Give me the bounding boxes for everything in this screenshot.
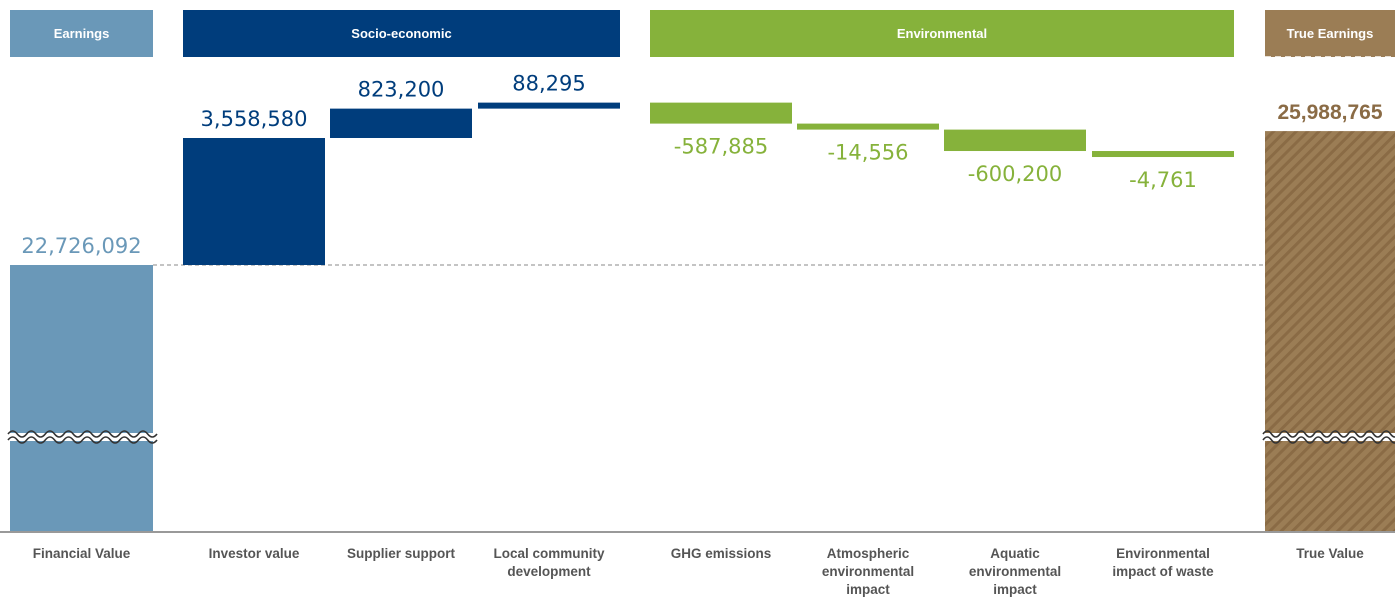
bar-3 <box>478 102 620 109</box>
bar-8 <box>1265 131 1395 531</box>
category-label-5: Atmospheric environmental impact <box>822 546 914 597</box>
value-label-6: -600,200 <box>968 162 1062 186</box>
bar-4 <box>650 102 792 124</box>
axis-break-line-bottom-0 <box>7 436 158 444</box>
header-band-2 <box>650 10 1234 57</box>
category-label-6: Aquatic environmental impact <box>969 546 1061 597</box>
bar-1 <box>183 138 325 265</box>
header-label-1: Socio-economic <box>351 26 451 41</box>
value-label-0: 22,726,092 <box>21 234 141 258</box>
category-label-3: Local community development <box>493 546 605 579</box>
value-label-4: -587,885 <box>674 135 768 159</box>
category-label-0: Financial Value <box>33 546 131 561</box>
header-band-0 <box>10 10 153 57</box>
header-label-2: Environmental <box>897 26 987 41</box>
value-label-7: -4,761 <box>1129 168 1197 192</box>
category-label-7: Environmental impact of waste <box>1112 546 1214 579</box>
axis-break-gap-8 <box>1265 433 1395 441</box>
bar-0 <box>10 265 153 531</box>
bar-5 <box>797 123 939 130</box>
value-label-2: 823,200 <box>358 78 445 102</box>
header-label-0: Earnings <box>54 26 110 41</box>
bar-7 <box>1092 151 1234 158</box>
axis-break-line-top-0 <box>7 430 158 438</box>
bar-2 <box>330 108 472 138</box>
header-label-3: True Earnings <box>1287 26 1374 41</box>
value-label-1: 3,558,580 <box>201 107 308 131</box>
header-band-1 <box>183 10 620 57</box>
category-label-1: Investor value <box>209 546 300 561</box>
bar-6 <box>944 129 1086 152</box>
category-label-4: GHG emissions <box>671 546 772 561</box>
value-label-8: 25,988,765 <box>1277 101 1382 124</box>
axis-break-gap-0 <box>10 433 153 441</box>
axis-break-line-top-8 <box>1262 430 1395 438</box>
category-label-8: True Value <box>1296 546 1364 561</box>
value-label-3: 88,295 <box>512 72 585 96</box>
header-band-3 <box>1265 10 1395 57</box>
value-label-5: -14,556 <box>827 141 908 165</box>
category-label-2: Supplier support <box>347 546 456 561</box>
axis-break-line-bottom-8 <box>1262 436 1395 444</box>
